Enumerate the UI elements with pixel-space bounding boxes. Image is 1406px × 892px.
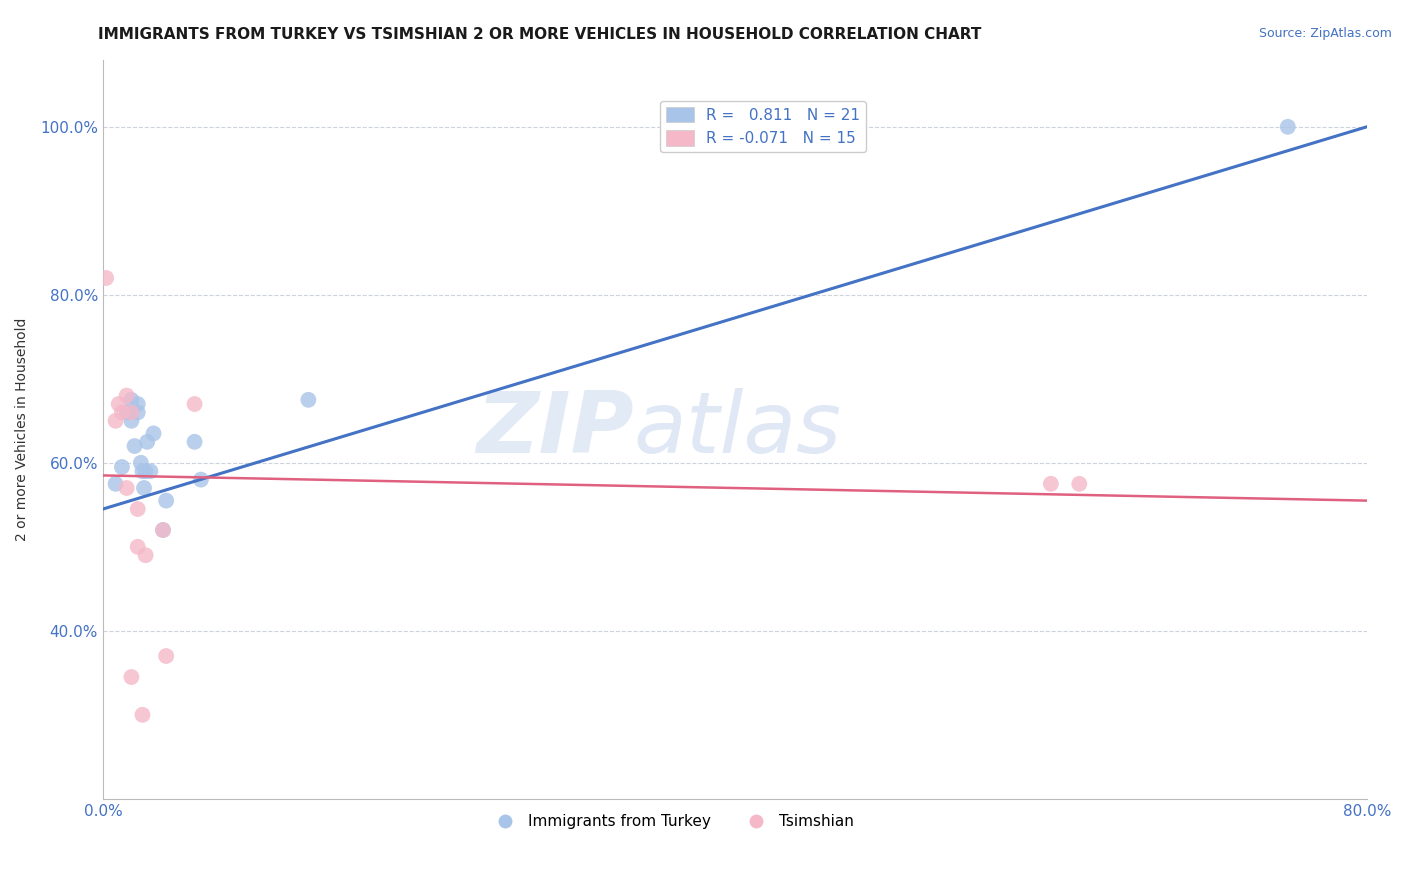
- Point: [131, 464, 153, 478]
- Point: [120, 670, 142, 684]
- Point: [152, 523, 174, 537]
- Point: [135, 464, 157, 478]
- Point: [190, 473, 212, 487]
- Point: [155, 493, 177, 508]
- Point: [1039, 476, 1062, 491]
- Text: IMMIGRANTS FROM TURKEY VS TSIMSHIAN 2 OR MORE VEHICLES IN HOUSEHOLD CORRELATION : IMMIGRANTS FROM TURKEY VS TSIMSHIAN 2 OR…: [98, 27, 981, 42]
- Point: [120, 405, 142, 419]
- Point: [136, 434, 159, 449]
- Point: [127, 502, 149, 516]
- Point: [107, 397, 129, 411]
- Point: [155, 648, 177, 663]
- Point: [115, 405, 138, 419]
- Point: [183, 434, 205, 449]
- Point: [132, 481, 155, 495]
- Point: [131, 707, 153, 722]
- Point: [139, 464, 162, 478]
- Point: [127, 397, 149, 411]
- Point: [127, 405, 149, 419]
- Point: [152, 523, 174, 537]
- Point: [183, 397, 205, 411]
- Point: [120, 392, 142, 407]
- Point: [127, 540, 149, 554]
- Point: [120, 414, 142, 428]
- Text: ZIP: ZIP: [477, 388, 634, 471]
- Point: [1069, 476, 1091, 491]
- Text: Source: ZipAtlas.com: Source: ZipAtlas.com: [1258, 27, 1392, 40]
- Point: [115, 481, 138, 495]
- Point: [1277, 120, 1299, 134]
- Point: [104, 476, 127, 491]
- Point: [297, 392, 319, 407]
- Point: [124, 439, 146, 453]
- Point: [115, 389, 138, 403]
- Text: atlas: atlas: [634, 388, 842, 471]
- Point: [94, 271, 117, 285]
- Legend: Immigrants from Turkey, Tsimshian: Immigrants from Turkey, Tsimshian: [484, 808, 860, 836]
- Point: [111, 405, 134, 419]
- Point: [104, 414, 127, 428]
- Point: [135, 548, 157, 562]
- Y-axis label: 2 or more Vehicles in Household: 2 or more Vehicles in Household: [15, 318, 30, 541]
- Point: [129, 456, 152, 470]
- Point: [111, 460, 134, 475]
- Point: [142, 426, 165, 441]
